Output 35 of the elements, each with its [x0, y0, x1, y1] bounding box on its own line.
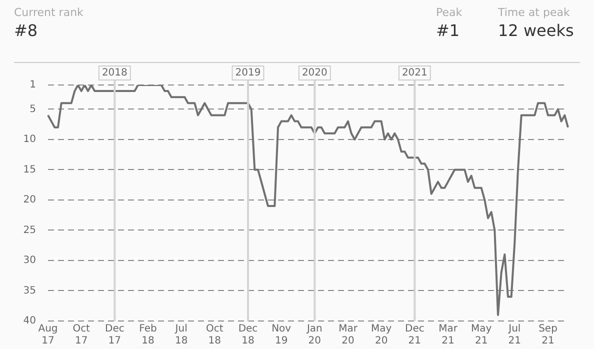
ref-line-label: 2019 [235, 68, 261, 79]
text: Time at peak [498, 6, 571, 19]
y-tick-label: 15 [23, 164, 36, 176]
y-tick-label: 20 [23, 194, 36, 206]
x-tick-label: Jul 18 [174, 324, 188, 347]
text: Current rank [14, 6, 84, 19]
y-tick-label: 35 [23, 285, 36, 296]
x-tick-label: Dec 17 [104, 324, 124, 347]
y-tick-label: 10 [23, 134, 36, 146]
x-tick-label: Feb 18 [139, 324, 157, 347]
x-tick-label: Jul 21 [508, 324, 522, 347]
x-tick-label: Dec 18 [238, 324, 258, 347]
y-tick-label: 40 [23, 316, 36, 327]
text: Peak [436, 6, 462, 19]
y-tick-label: 5 [30, 104, 36, 115]
x-tick-label: Sep 21 [538, 324, 558, 347]
text: 12 weeks [498, 21, 574, 40]
y-tick-label: 25 [23, 224, 36, 236]
x-tick-label: Nov 19 [272, 324, 292, 347]
ref-line-label: 2021 [402, 68, 428, 79]
x-tick-label: May 21 [470, 324, 492, 347]
x-tick-label: Dec 21 [404, 324, 424, 347]
text: #8 [14, 21, 39, 40]
y-tick-label: 30 [23, 255, 36, 266]
x-tick-label: Oct 18 [206, 324, 224, 347]
x-tick-label: Mar 20 [338, 324, 358, 347]
x-tick-label: Jan 20 [306, 324, 322, 347]
x-tick-label: Oct 17 [72, 324, 90, 347]
x-tick-label: Mar 21 [438, 324, 458, 347]
ref-line-label: 2018 [102, 68, 128, 79]
x-tick-label: Aug 17 [38, 324, 58, 347]
x-tick-label: May 20 [370, 324, 392, 347]
text: #1 [436, 21, 461, 40]
ref-line-label: 2020 [302, 68, 328, 79]
y-tick-label: 1 [30, 80, 36, 91]
